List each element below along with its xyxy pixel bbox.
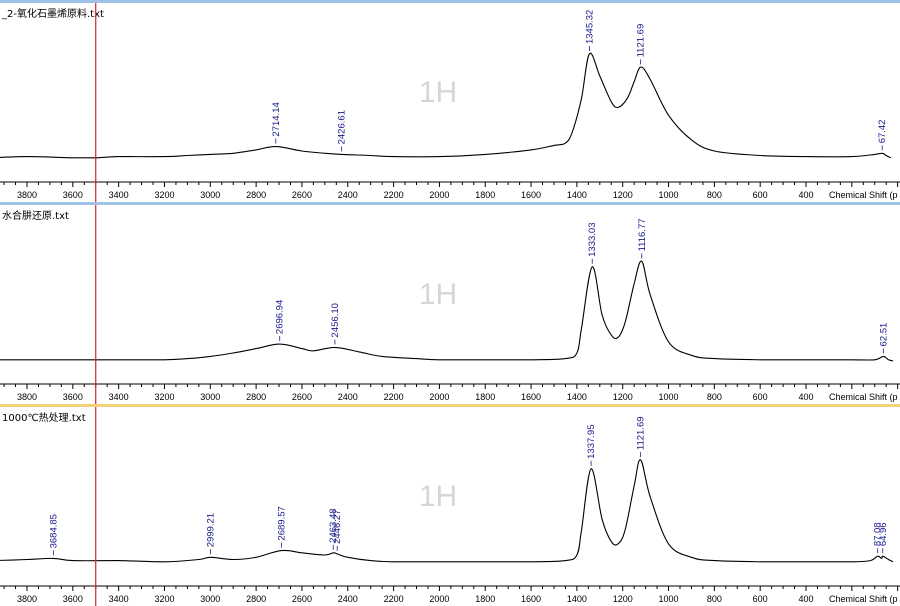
x-tick-label: 600	[753, 190, 768, 200]
spectrum-panel-3[interactable]: 1000℃热处理.txt 1H 3800 3600 3400 3200 3000 2800 2…	[0, 404, 900, 606]
panel-title: 水合肼还原.txt	[2, 211, 69, 222]
peak-label: 1333.03	[587, 222, 598, 256]
x-tick-label: 1400	[567, 594, 587, 604]
x-tick-label: 2400	[338, 392, 358, 402]
panel-border	[0, 404, 900, 407]
x-axis-title: Chemical Shift (p	[829, 392, 898, 402]
x-tick-label: 3000	[200, 392, 220, 402]
x-tick-label: 400	[798, 392, 813, 402]
x-tick-label: 2000	[429, 392, 449, 402]
peak-label: 1121.69	[636, 24, 647, 58]
x-tick-label: 800	[707, 392, 722, 402]
watermark-label: 1H	[419, 480, 457, 513]
spectrum-line	[0, 52, 892, 159]
x-tick-label: 1400	[567, 190, 587, 200]
x-tick-label: 3400	[109, 392, 129, 402]
x-tick-label: 800	[707, 594, 722, 604]
x-tick-label: 3600	[63, 594, 83, 604]
x-tick-label: 1600	[521, 392, 541, 402]
watermark-label: 1H	[419, 76, 457, 109]
peak-label: 1116.77	[637, 218, 648, 251]
peak-label: 2714.14	[271, 102, 282, 136]
panel-title: 1000℃热处理.txt	[2, 413, 86, 424]
x-tick-label: 1200	[613, 190, 633, 200]
x-tick-label: 2800	[246, 594, 266, 604]
peak-label: 2426.61	[337, 110, 348, 144]
panel-title: _2-氧化石墨烯原料.txt	[2, 9, 104, 20]
x-tick-label: 600	[753, 392, 768, 402]
x-tick-label: 2800	[246, 190, 266, 200]
x-tick-label: 2600	[292, 392, 312, 402]
peak-label: 2999.21	[205, 513, 216, 547]
x-tick-label: 400	[798, 594, 813, 604]
x-tick-label: 1000	[659, 594, 679, 604]
spectrum-line	[0, 260, 894, 362]
x-tick-label: 1200	[613, 392, 633, 402]
panel-border	[0, 202, 900, 205]
spectrum-plot[interactable]: 1H 3800 3600 3400 3200 3000 2800 2600 2400 2200 20…	[0, 404, 900, 606]
x-tick-label: 2200	[384, 190, 404, 200]
watermark-label: 1H	[419, 278, 457, 311]
x-tick-label: 1000	[659, 392, 679, 402]
x-tick-label: 3200	[154, 190, 174, 200]
x-tick-label: 3200	[154, 392, 174, 402]
x-tick-label: 1000	[659, 190, 679, 200]
x-tick-label: 1200	[613, 594, 633, 604]
peak-label: 2456.10	[330, 303, 341, 337]
peak-label: 64.96	[878, 522, 889, 546]
peak-label: 2463.48	[328, 508, 339, 542]
x-tick-label: 2600	[292, 190, 312, 200]
spectrum-plot[interactable]: 1H 3800 3600 3400 3200 3000 2800 2600 2400 2200 20…	[0, 0, 900, 202]
x-tick-label: 3400	[109, 594, 129, 604]
x-tick-label: 3600	[63, 392, 83, 402]
spectrum-plot[interactable]: 1H 3800 3600 3400 3200 3000 2800 2600 2400 2200 20…	[0, 202, 900, 404]
x-tick-label: 2200	[384, 594, 404, 604]
spectrum-line	[0, 459, 894, 563]
x-tick-label: 1600	[521, 190, 541, 200]
x-tick-label: 600	[753, 594, 768, 604]
x-tick-label: 2400	[338, 594, 358, 604]
peak-label: 2696.94	[275, 300, 286, 334]
x-tick-label: 1800	[475, 594, 495, 604]
x-tick-label: 3800	[17, 594, 37, 604]
panel-border	[0, 0, 900, 3]
x-tick-label: 2000	[429, 190, 449, 200]
peak-label: 2689.57	[276, 506, 287, 540]
x-tick-label: 400	[798, 190, 813, 200]
spectrum-panel-2[interactable]: 水合肼还原.txt 1H 3800 3600 3400 3200 3000 2800 2600…	[0, 202, 900, 404]
x-tick-label: 1800	[475, 190, 495, 200]
x-tick-label: 3400	[109, 190, 129, 200]
x-tick-label: 3800	[17, 392, 37, 402]
x-axis-title: Chemical Shift (p	[829, 594, 898, 604]
x-tick-label: 3600	[63, 190, 83, 200]
x-tick-label: 3800	[17, 190, 37, 200]
x-tick-label: 800	[707, 190, 722, 200]
x-tick-label: 3000	[200, 594, 220, 604]
peak-label: 2446.27	[332, 510, 343, 544]
x-tick-label: 1600	[521, 594, 541, 604]
peak-label: 87.08	[873, 522, 884, 546]
x-tick-label: 2600	[292, 594, 312, 604]
x-tick-label: 2800	[246, 392, 266, 402]
peak-label: 1121.69	[636, 416, 647, 450]
x-tick-label: 2400	[338, 190, 358, 200]
x-tick-label: 3000	[200, 190, 220, 200]
peak-label: 1345.32	[584, 10, 595, 44]
x-tick-label: 2200	[384, 392, 404, 402]
peak-label: 1337.95	[586, 425, 597, 459]
x-tick-label: 1800	[475, 392, 495, 402]
x-tick-label: 2000	[429, 594, 449, 604]
x-tick-label: 1400	[567, 392, 587, 402]
peak-label: 3684.85	[48, 514, 59, 548]
peak-label: 67.42	[877, 120, 888, 144]
x-tick-label: 3200	[154, 594, 174, 604]
peak-label: 62.51	[878, 323, 889, 347]
x-axis-title: Chemical Shift (p	[829, 190, 898, 200]
spectrum-panel-1[interactable]: _2-氧化石墨烯原料.txt 1H 3800 3600 3400 3200 3000 280…	[0, 0, 900, 202]
